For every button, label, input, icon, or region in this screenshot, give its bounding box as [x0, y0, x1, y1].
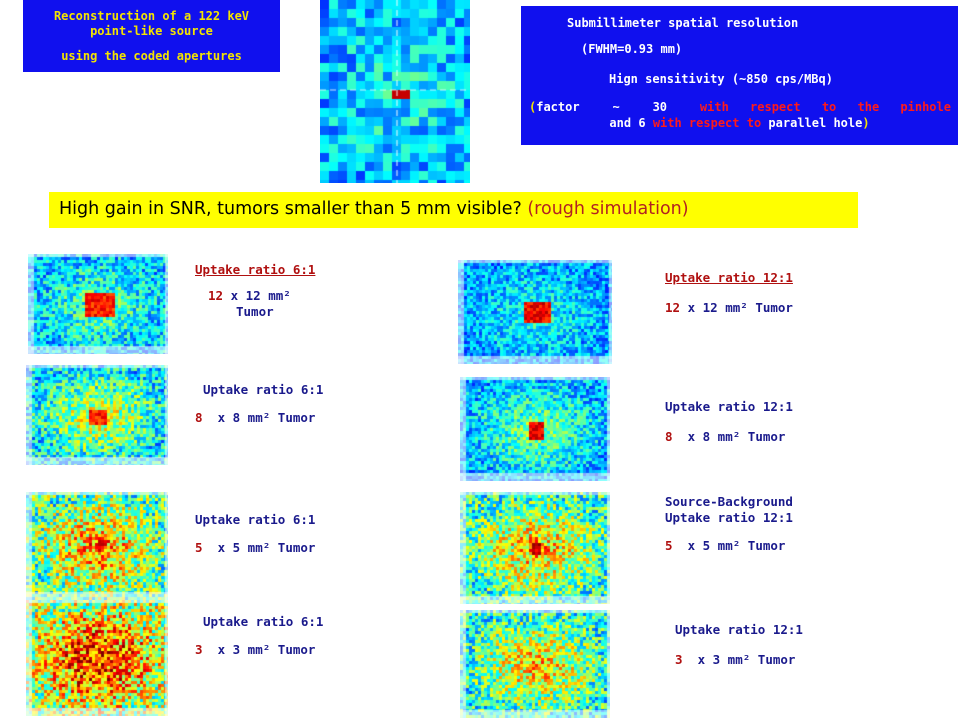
caption-left-1-size: 12: [208, 288, 224, 303]
simulation-image-12to1-12mm: [458, 260, 612, 364]
simulation-image-6to1-5mm: [26, 492, 168, 600]
caption-left-4: Uptake ratio 6:1 3 x 3 mm² Tumor: [195, 614, 323, 658]
performance-line4: (factor ~ 30 with respect to the pinhole: [529, 100, 951, 115]
source-box-line1: Reconstruction of a 122 keV: [53, 9, 250, 23]
caption-left-2-size: 8: [195, 410, 203, 425]
caption-right-2-size: 8: [665, 429, 673, 444]
caption-right-3-size: 5: [665, 538, 673, 553]
caption-left-2: Uptake ratio 6:1 8 x 8 mm² Tumor: [195, 382, 323, 426]
caption-right-4-dims: x 3 mm² Tumor: [682, 652, 796, 667]
caption-left-2-dims: x 8 mm² Tumor: [202, 410, 316, 425]
caption-left-3-size: 5: [195, 540, 203, 555]
performance-line2: (FWHM=0.93 mm): [581, 42, 683, 56]
pinhole-comparison: with respect to the pinhole: [699, 100, 951, 114]
caption-left-2-ratio: Uptake ratio 6:1: [203, 382, 324, 397]
caption-right-4: Uptake ratio 12:1 3 x 3 mm² Tumor: [675, 622, 803, 668]
simulation-image-12to1-8mm: [460, 377, 610, 481]
caption-left-1-ratio: Uptake ratio 6:1: [195, 262, 316, 277]
performance-line5: and 6 with respect to parallel hole): [521, 116, 958, 131]
caption-right-3-source-bg: Source-Background: [665, 494, 793, 509]
and-word: and: [609, 116, 632, 130]
factor-30: 30: [652, 100, 668, 114]
caption-left-4-ratio: Uptake ratio 6:1: [203, 614, 324, 629]
caption-left-3: Uptake ratio 6:1 5 x 5 mm² Tumor: [195, 512, 315, 556]
snr-banner: High gain in SNR, tumors smaller than 5 …: [49, 192, 858, 228]
caption-right-3-dims: x 5 mm² Tumor: [672, 538, 786, 553]
caption-right-1-dims: x 12 mm² Tumor: [680, 300, 793, 315]
performance-line1: Submillimeter spatial resolution: [567, 16, 799, 30]
close-paren: ): [862, 116, 870, 130]
caption-right-1-size: 12: [665, 300, 681, 315]
caption-left-1: Uptake ratio 6:1 12 x 12 mm² Tumor: [195, 262, 315, 320]
simulation-image-6to1-8mm: [26, 365, 168, 465]
open-paren: (: [529, 100, 537, 114]
caption-right-1-ratio: Uptake ratio 12:1: [665, 270, 793, 285]
caption-left-1-dims: x 12 mm²: [223, 288, 299, 303]
caption-right-2-dims: x 8 mm² Tumor: [672, 429, 786, 444]
factor-word: factor: [536, 100, 580, 114]
source-reconstruction-box: Reconstruction of a 122 keV point-like s…: [23, 0, 280, 72]
source-box-line3: using the coded apertures: [61, 49, 242, 63]
caption-left-3-dims: x 5 mm² Tumor: [202, 540, 316, 555]
simulation-image-12to1-3mm: [460, 610, 610, 718]
simulation-image-6to1-12mm: [28, 254, 168, 354]
caption-left-4-size: 3: [195, 642, 203, 657]
simulation-image-12to1-5mm: [460, 492, 610, 604]
caption-left-1-tumor: Tumor: [236, 304, 274, 319]
caption-left-3-ratio: Uptake ratio 6:1: [195, 512, 316, 527]
caption-right-3-ratio: Uptake ratio 12:1: [665, 510, 793, 525]
point-source-reconstruction-image: [320, 0, 470, 183]
source-box-line2: point-like source: [90, 24, 213, 38]
simulation-image-6to1-3mm: [26, 600, 168, 716]
parallel-hole: parallel hole: [768, 116, 863, 130]
caption-right-4-ratio: Uptake ratio 12:1: [675, 622, 803, 637]
caption-right-2: Uptake ratio 12:1 8 x 8 mm² Tumor: [665, 399, 793, 445]
with-respect-to: with respect to: [652, 116, 762, 130]
caption-right-3: Source-Background Uptake ratio 12:1 5 x …: [665, 494, 793, 554]
performance-line3: Hign sensitivity (~850 cps/MBq): [609, 72, 833, 86]
banner-rough-simulation: (rough simulation): [527, 199, 689, 219]
banner-main-text: High gain in SNR, tumors smaller than 5 …: [59, 199, 522, 219]
caption-right-2-ratio: Uptake ratio 12:1: [665, 399, 793, 414]
tilde: ~: [612, 100, 620, 114]
caption-right-1: Uptake ratio 12:1 12 x 12 mm² Tumor: [665, 270, 793, 316]
caption-left-4-dims: x 3 mm² Tumor: [202, 642, 316, 657]
performance-box: Submillimeter spatial resolution (FWHM=0…: [521, 6, 958, 145]
factor-6: 6: [638, 116, 646, 130]
caption-right-4-size: 3: [675, 652, 683, 667]
